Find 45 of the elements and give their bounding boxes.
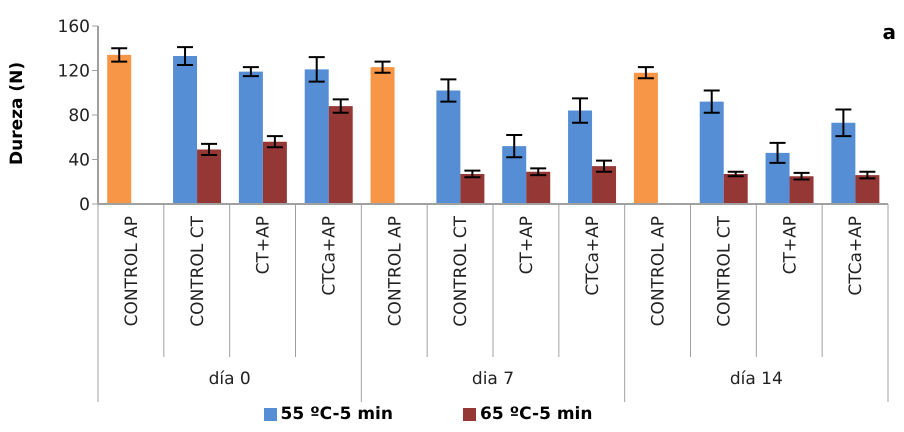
x-tick-label: CONTROL CT [451, 215, 472, 327]
bar [526, 172, 550, 204]
bar [790, 176, 814, 204]
x-tick-label: CTCa+AP [319, 216, 340, 296]
legend-label: 55 ºC-5 min [280, 404, 393, 424]
text: dia 7 [472, 369, 514, 389]
x-tick-label: CONTROL AP [122, 216, 142, 326]
bar [304, 69, 329, 204]
bar [700, 102, 724, 204]
bar [568, 110, 592, 204]
legend-label: 65 ºC-5 min [480, 404, 592, 424]
bar [724, 174, 748, 204]
bar [107, 54, 132, 204]
bar [634, 72, 658, 204]
y-tick-label: 80 [68, 106, 90, 126]
y-tick-label: 40 [68, 150, 90, 171]
y-tick-label: 0 [79, 195, 90, 216]
bar [173, 56, 198, 204]
annotation: a [882, 20, 896, 44]
text: día 14 [730, 369, 783, 389]
bar [262, 142, 287, 204]
bar [436, 90, 460, 204]
bar [855, 175, 880, 204]
y-tick-label: 160 [58, 17, 90, 38]
bar [328, 106, 353, 204]
y-axis-title: Dureza (N) [7, 62, 28, 165]
y-tick-label: 120 [58, 62, 90, 82]
text: día 0 [208, 369, 251, 389]
x-tick-label: CONTROL AP [648, 216, 669, 326]
x-tick-label: CONTROL CT [188, 215, 208, 327]
x-tick-label: CT+AP [516, 216, 537, 274]
x-tick-label: CTCa+AP [846, 216, 866, 296]
bar [766, 152, 790, 204]
x-tick-label: CONTROL AP [385, 216, 406, 326]
x-tick-label: CTCa+AP [582, 216, 603, 296]
bar [197, 149, 222, 204]
bar [592, 166, 616, 204]
x-tick-label: CONTROL CT [714, 215, 734, 327]
bar [370, 67, 395, 204]
bar [831, 122, 856, 204]
bar [460, 174, 484, 204]
bar [502, 146, 526, 204]
x-tick-label: CT+AP [254, 216, 274, 274]
x-tick-label: CT+AP [780, 216, 800, 274]
bar [238, 72, 263, 204]
